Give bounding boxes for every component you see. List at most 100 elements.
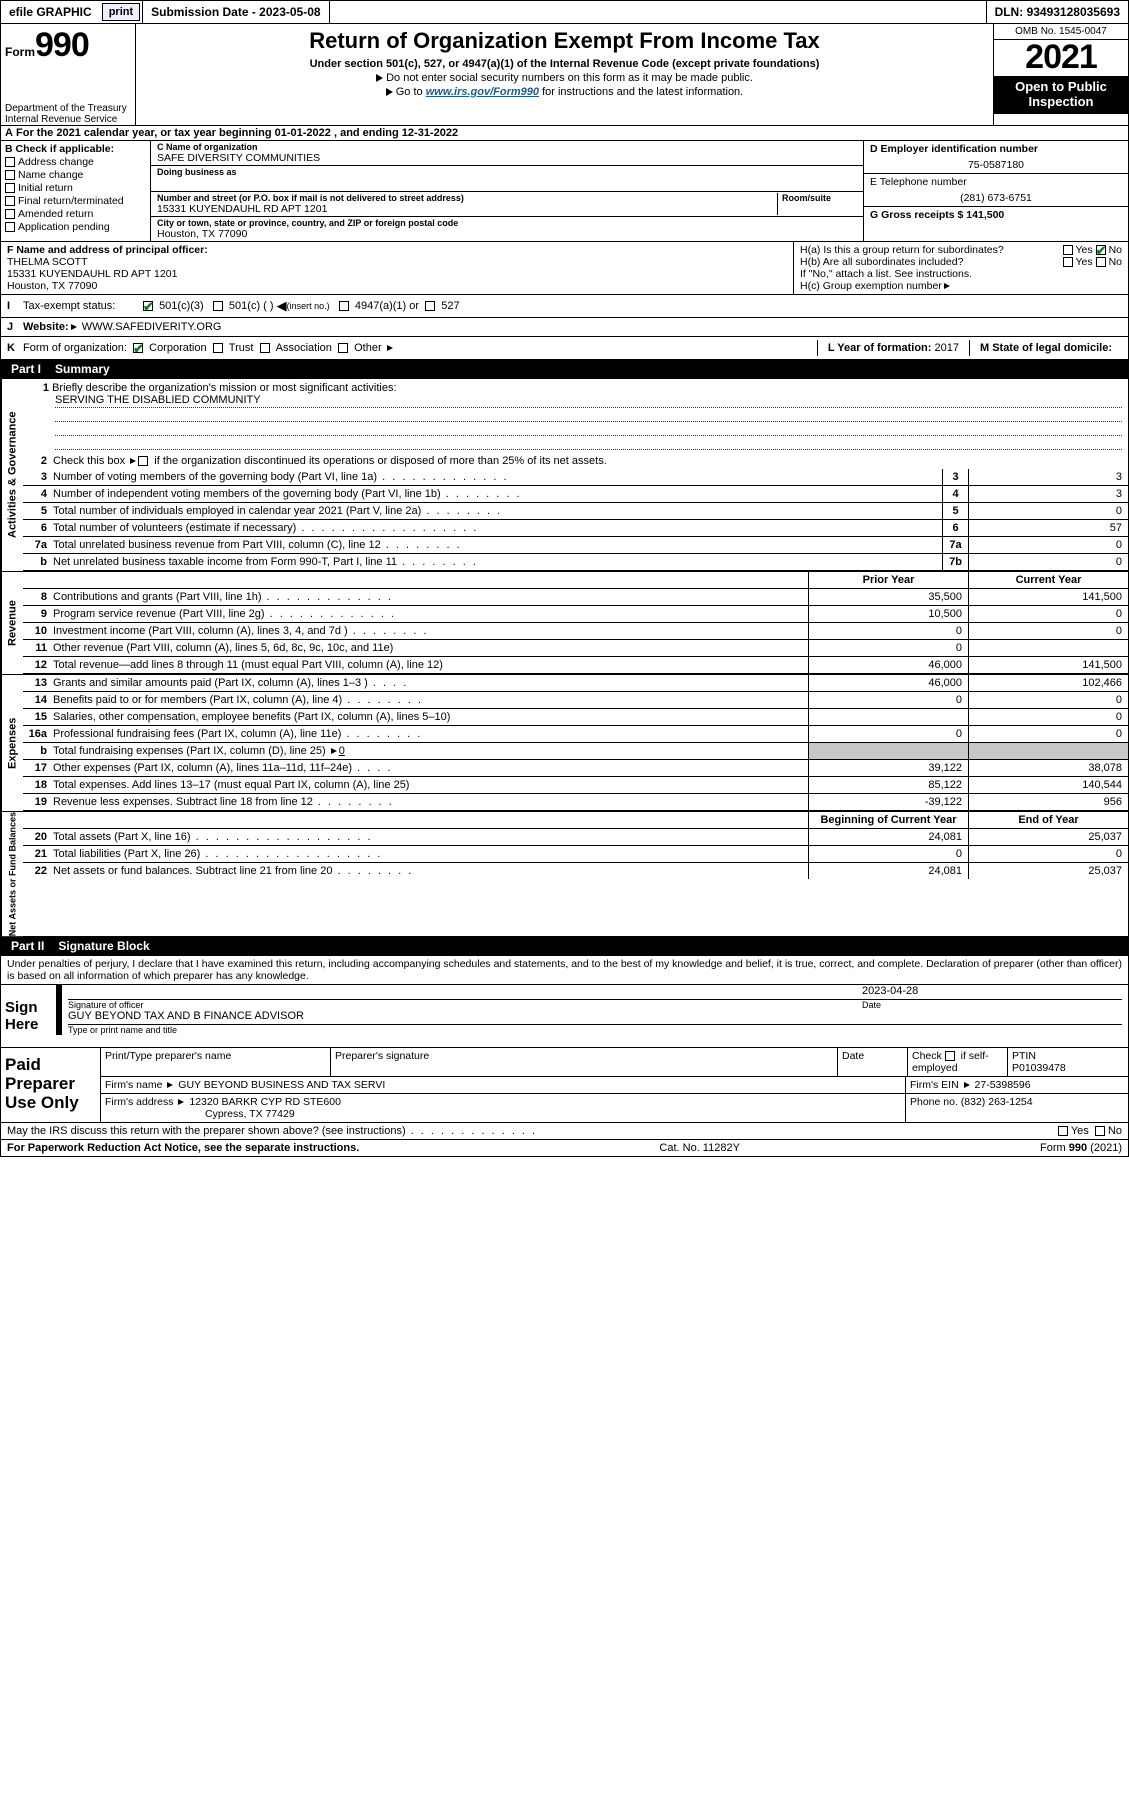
checkbox-discuss-yes[interactable]	[1058, 1126, 1068, 1136]
form-title: Return of Organization Exempt From Incom…	[142, 28, 987, 54]
checkbox-other[interactable]	[338, 343, 348, 353]
checkbox-application-pending[interactable]	[5, 222, 15, 232]
line-a-tax-year: A For the 2021 calendar year, or tax yea…	[1, 126, 1128, 141]
checkbox-corporation[interactable]	[133, 343, 143, 353]
mission-text: SERVING THE DISABLIED COMMUNITY	[55, 394, 1122, 408]
p19: -39,122	[808, 794, 968, 810]
checkbox-hb-no[interactable]	[1096, 257, 1106, 267]
line11: Other revenue (Part VIII, column (A), li…	[49, 640, 808, 656]
form-body: Form990 Department of the TreasuryIntern…	[0, 24, 1129, 1157]
line6-text: Total number of volunteers (estimate if …	[49, 520, 942, 536]
checkbox-initial-return[interactable]	[5, 183, 15, 193]
line10: Investment income (Part VIII, column (A)…	[49, 623, 808, 639]
note-ssn: Do not enter social security numbers on …	[142, 72, 987, 84]
checkbox-discuss-no[interactable]	[1095, 1126, 1105, 1136]
firm-phone: Phone no. (832) 263-1254	[906, 1094, 1128, 1122]
col-beg-year: Beginning of Current Year	[808, 812, 968, 828]
p11: 0	[808, 640, 968, 656]
checkbox-527[interactable]	[425, 301, 435, 311]
submission-date-field: Submission Date - 2023-05-08	[143, 3, 328, 21]
checkbox-501c[interactable]	[213, 301, 223, 311]
label-room: Room/suite	[782, 193, 857, 203]
form-header: Form990 Department of the TreasuryIntern…	[1, 24, 1128, 126]
p13: 46,000	[808, 675, 968, 691]
checkbox-discontinued[interactable]	[138, 456, 148, 466]
c15: 0	[968, 709, 1128, 725]
vtab-expenses: Expenses	[1, 675, 23, 811]
line17: Other expenses (Part IX, column (A), lin…	[49, 760, 808, 776]
c9: 0	[968, 606, 1128, 622]
penalties-text: Under penalties of perjury, I declare th…	[1, 955, 1128, 984]
p9: 10,500	[808, 606, 968, 622]
sig-date-label: Date	[862, 999, 1122, 1010]
c16a: 0	[968, 726, 1128, 742]
c10: 0	[968, 623, 1128, 639]
line21: Total liabilities (Part X, line 26)	[49, 846, 808, 862]
val-4: 3	[968, 486, 1128, 502]
revenue-section: Revenue Prior YearCurrent Year 8Contribu…	[1, 571, 1128, 674]
checkbox-amended-return[interactable]	[5, 209, 15, 219]
paid-preparer-block: Paid Preparer Use Only Print/Type prepar…	[1, 1047, 1128, 1122]
activities-governance-section: Activities & Governance 1 Briefly descri…	[1, 378, 1128, 571]
checkbox-ha-yes[interactable]	[1063, 245, 1073, 255]
expenses-section: Expenses 13Grants and similar amounts pa…	[1, 674, 1128, 811]
print-button[interactable]: print	[102, 3, 140, 21]
col-prior-year: Prior Year	[808, 572, 968, 588]
dept-treasury: Department of the TreasuryInternal Reven…	[5, 103, 131, 125]
c14: 0	[968, 692, 1128, 708]
ptin-cell: PTINP01039478	[1008, 1048, 1128, 1076]
h-b-question: H(b) Are all subordinates included?	[800, 256, 1063, 268]
line16b: Total fundraising expenses (Part IX, col…	[49, 743, 808, 759]
checkbox-4947[interactable]	[339, 301, 349, 311]
checkbox-trust[interactable]	[213, 343, 223, 353]
line-j-website: J Website: WWW.SAFEDIVERITY.ORG	[1, 317, 1128, 336]
part-i-header: Part ISummary	[1, 360, 1128, 378]
form-subtitle: Under section 501(c), 527, or 4947(a)(1)…	[142, 58, 987, 70]
checkbox-association[interactable]	[260, 343, 270, 353]
label-street: Number and street (or P.O. box if mail i…	[157, 193, 777, 203]
p8: 35,500	[808, 589, 968, 605]
line15: Salaries, other compensation, employee b…	[49, 709, 808, 725]
checkbox-final-return[interactable]	[5, 196, 15, 206]
val-7b: 0	[968, 554, 1128, 570]
sig-type-label: Type or print name and title	[68, 1024, 1122, 1035]
p21: 0	[808, 846, 968, 862]
line14: Benefits paid to or for members (Part IX…	[49, 692, 808, 708]
h-a-question: H(a) Is this a group return for subordin…	[800, 244, 1063, 256]
website-value: WWW.SAFEDIVERITY.ORG	[82, 321, 222, 333]
checkbox-name-change[interactable]	[5, 170, 15, 180]
part-ii-header: Part IISignature Block	[1, 937, 1128, 955]
footer-form: Form 990 (2021)	[1040, 1142, 1122, 1154]
form-number: Form990	[5, 26, 131, 65]
checkbox-self-employed[interactable]	[945, 1051, 955, 1061]
sign-here-label: Sign Here	[1, 985, 56, 1047]
checkbox-501c3[interactable]	[143, 301, 153, 311]
dln-field: DLN: 93493128035693	[987, 3, 1128, 21]
line3-text: Number of voting members of the governin…	[49, 469, 942, 485]
firm-name: Firm's name GUY BEYOND BUSINESS AND TAX …	[101, 1077, 906, 1093]
checkbox-ha-no[interactable]	[1096, 245, 1106, 255]
label-principal-officer: F Name and address of principal officer:	[7, 244, 208, 256]
p20: 24,081	[808, 829, 968, 845]
p16a: 0	[808, 726, 968, 742]
line22: Net assets or fund balances. Subtract li…	[49, 863, 808, 879]
open-to-public: Open to Public Inspection	[994, 76, 1128, 114]
p22: 24,081	[808, 863, 968, 879]
line12: Total revenue—add lines 8 through 11 (mu…	[49, 657, 808, 673]
p17: 39,122	[808, 760, 968, 776]
line20: Total assets (Part X, line 16)	[49, 829, 808, 845]
officer-addr1: 15331 KUYENDAUHL RD APT 1201	[7, 268, 177, 280]
vtab-governance: Activities & Governance	[1, 379, 23, 571]
checkbox-hb-yes[interactable]	[1063, 257, 1073, 267]
org-name: SAFE DIVERSITY COMMUNITIES	[157, 152, 857, 164]
checkbox-address-change[interactable]	[5, 157, 15, 167]
note-goto: Go to www.irs.gov/Form990 for instructio…	[142, 86, 987, 98]
val-7a: 0	[968, 537, 1128, 553]
c8: 141,500	[968, 589, 1128, 605]
line1-label: Briefly describe the organization's miss…	[52, 382, 396, 394]
line5-text: Total number of individuals employed in …	[49, 503, 942, 519]
footer-catno: Cat. No. 11282Y	[659, 1142, 740, 1154]
label-ein: D Employer identification number	[870, 143, 1122, 155]
irs-link[interactable]: www.irs.gov/Form990	[426, 86, 539, 98]
c21: 0	[968, 846, 1128, 862]
